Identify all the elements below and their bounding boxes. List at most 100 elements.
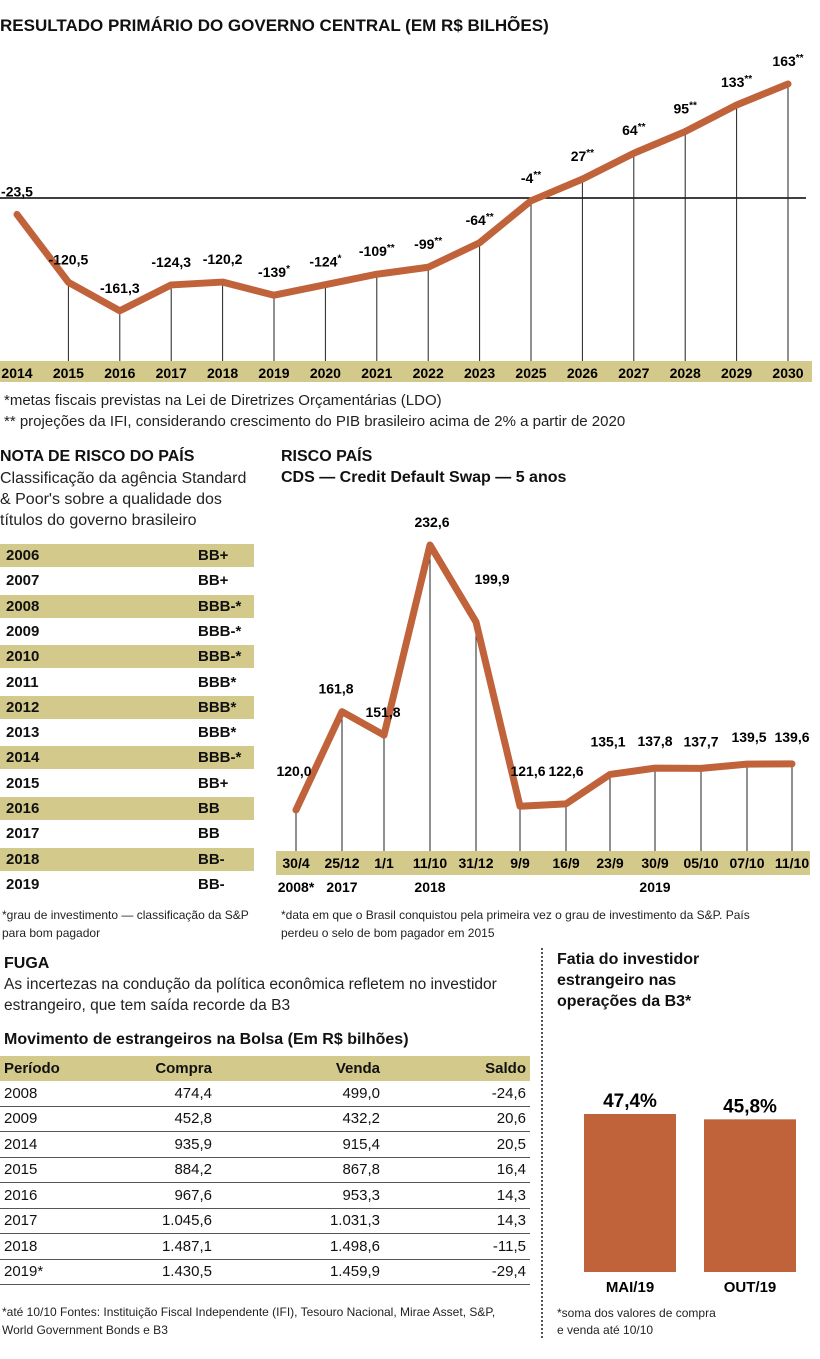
risk-value-label: 135,1 [590,733,625,749]
rating-year: 2012 [6,698,40,716]
fuga-text-1: As incertezas na condução da política ec… [4,976,497,993]
rating-footnote-2: para bom pagador [2,926,101,940]
primary-point [14,211,20,218]
risk-chart-title: RISCO PAÍS [281,448,373,465]
risk-x-tick: 11/10 [413,855,447,871]
rating-row: 2018 BB- [0,847,254,871]
primary-point [785,81,791,87]
rating-row: 2011 BBB* [0,671,254,694]
primary-x-tick: 2019 [258,365,289,381]
rating-grade: BBB-* [198,597,242,615]
rating-year: 2016 [6,800,40,817]
primary-x-tick: 2022 [413,365,444,381]
primary-x-tick: 2016 [104,365,135,381]
risk-x-tick: 30/4 [282,855,309,871]
primary-value-label: -120,5 [49,251,89,267]
primary-point [528,197,534,204]
fuga-table-title: Movimento de estrangeiros na Bolsa (Em R… [4,1031,409,1048]
risk-point [789,760,795,767]
share-x-tick: OUT/19 [724,1279,777,1296]
rating-grade: BBB-* [198,648,242,666]
primary-value-label: 163** [772,53,803,69]
primary-x-tick: 2015 [53,365,84,381]
share-footnote-2: e venda até 10/10 [557,1323,654,1337]
primary-x-tick: 2028 [670,365,701,381]
rating-row: 2019 BB- [0,873,254,896]
primary-value-label: 133** [721,74,752,90]
primary-x-tick: 2018 [207,365,238,381]
cell-period: 2016 [0,1182,98,1209]
risk-value-label: 137,7 [683,733,718,749]
primary-x-tick: 2021 [361,365,392,381]
cell-period: 2015 [0,1157,98,1183]
primary-point [630,150,637,157]
primary-point [733,101,740,108]
rating-grade: BB+ [198,547,229,564]
primary-point [116,307,123,314]
rating-grade: BB+ [198,774,229,792]
rating-grade: BB [198,800,220,817]
col-header-sell: Venda [216,1056,384,1081]
risk-point [652,765,658,772]
cell-period: 2019* [0,1259,98,1285]
rating-year: 2018 [6,850,40,868]
risk-value-label: 199,9 [474,571,509,587]
rating-year: 2014 [6,749,40,767]
risk-value-label: 139,5 [731,729,766,745]
share-bar-chart: 47,4% MAI/19 45,8% OUT/19 [584,1091,796,1296]
primary-value-label: -124* [309,254,341,270]
cell-sell: 1.498,6 [216,1233,384,1260]
rating-year: 2006 [6,547,40,564]
risk-point [744,761,750,768]
cell-balance: -24,6 [384,1081,530,1107]
primary-x-tick: 2026 [567,365,598,381]
risk-point [607,771,613,778]
risk-x-tick: 31/12 [458,855,493,871]
cell-sell: 915,4 [216,1131,384,1158]
rating-year: 2007 [6,572,40,590]
rating-footnote-1: *grau de investimento — classificação da… [2,908,249,922]
table-row: 2014 935,9 915,4 20,5 [0,1131,530,1158]
risk-footnote-2: perdeu o selo de bom pagador em 2015 [281,926,495,940]
primary-x-tick: 2030 [772,365,803,381]
cell-period: 2008 [0,1081,98,1107]
rating-grade: BBB-* [198,749,242,767]
primary-x-band [0,361,812,382]
cell-sell: 867,8 [216,1157,384,1183]
table-row: 2008 474,4 499,0 -24,6 [0,1081,530,1107]
cell-buy: 1.487,1 [98,1233,216,1260]
primary-value-label: -23,5 [1,183,33,199]
rating-grade: BBB* [198,698,237,716]
primary-value-label: -161,3 [100,280,140,296]
risk-chart: 30/4 120,0 25/12 161,8 1/1 151,8 11/10 232,6 31/… [276,514,810,895]
table-row: 2009 452,8 432,2 20,6 [0,1106,530,1132]
risk-year-label: 2019 [639,879,670,895]
share-footnote-1: *soma dos valores de compra [557,1306,716,1320]
share-bar [584,1114,676,1272]
fuga-title: FUGA [4,955,50,972]
risk-x-tick: 25/12 [324,855,359,871]
cell-sell: 432,2 [216,1106,384,1132]
cell-balance: 16,4 [384,1157,530,1183]
primary-value-label: -109** [359,243,395,259]
risk-x-tick: 11/10 [775,855,809,871]
rating-row: 2012 BBB* [0,695,254,719]
primary-point [271,292,277,299]
primary-result-chart: 2014 -23,5 2015 -120,5 2016 -161,3 2017 -124,3 2… [0,53,812,382]
table-row: 2015 884,2 867,8 16,4 [0,1157,530,1183]
rating-year: 2013 [6,724,40,742]
table-row: 2017 1.045,6 1.031,3 14,3 [0,1208,530,1234]
primary-value-label: 95** [674,101,697,117]
col-header-balance: Saldo [384,1056,530,1081]
cell-balance: -29,4 [384,1259,530,1285]
table-row: 2018 1.487,1 1.498,6 -11,5 [0,1233,530,1260]
col-header-buy: Compra [98,1056,216,1081]
risk-point [339,708,345,715]
cell-sell: 1.031,3 [216,1208,384,1234]
primary-x-tick: 2017 [156,365,187,381]
cell-period: 2009 [0,1106,98,1132]
risk-value-label: 137,8 [637,733,672,749]
cell-buy: 1.045,6 [98,1208,216,1234]
rating-row: 2014 BBB-* [0,746,254,770]
share-x-tick: MAI/19 [606,1279,654,1296]
